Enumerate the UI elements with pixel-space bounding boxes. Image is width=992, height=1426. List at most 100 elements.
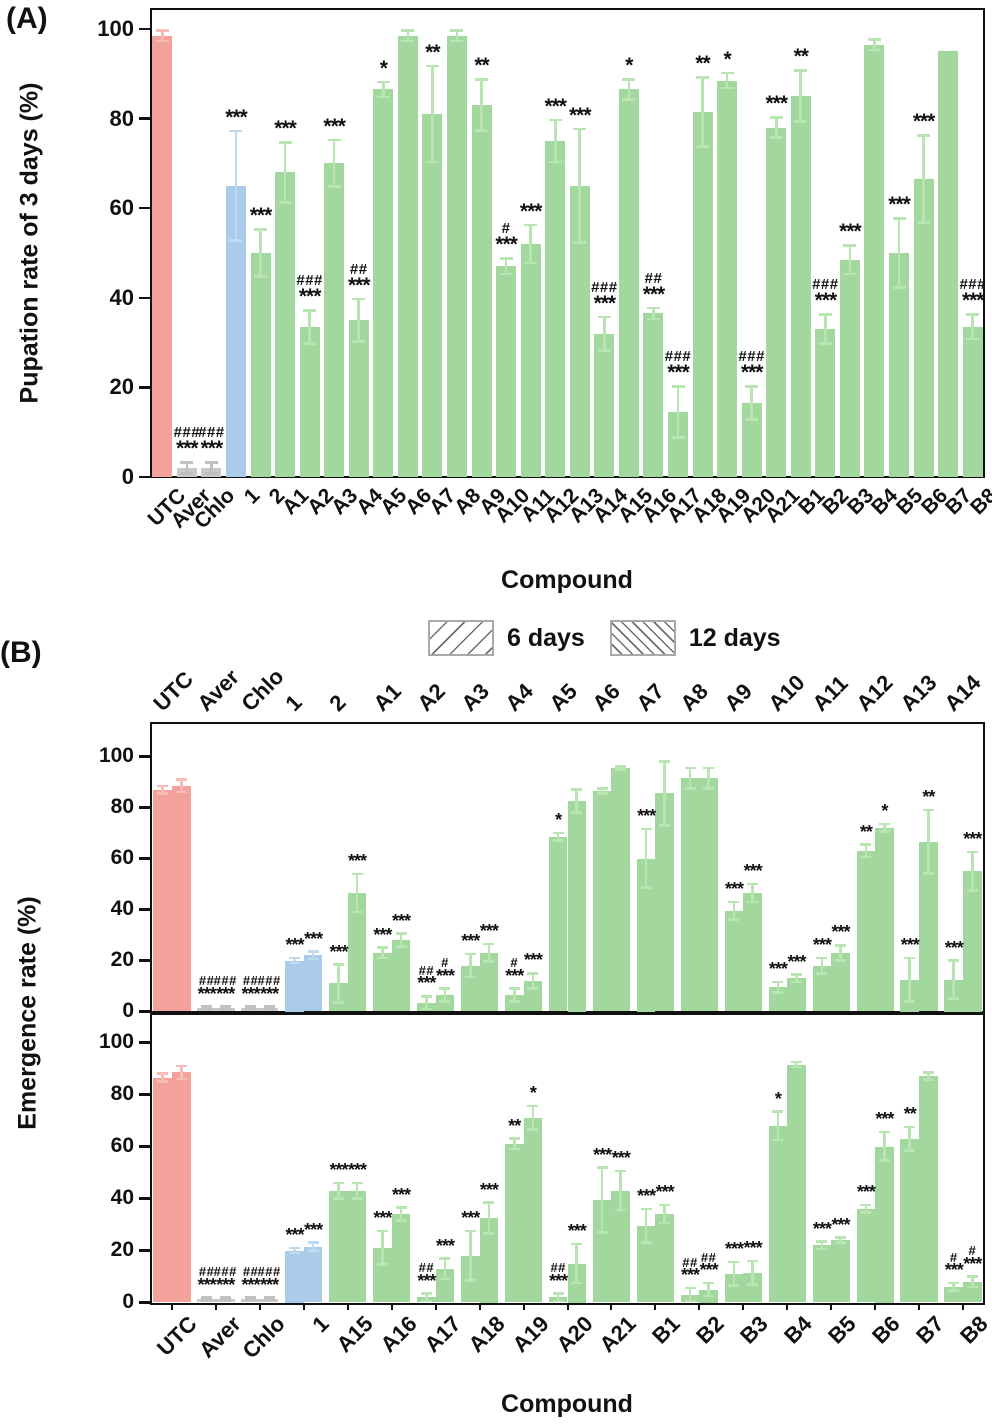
error-bar-part	[644, 827, 648, 890]
error-bar-part	[794, 120, 808, 124]
error-bar-part	[468, 1229, 472, 1282]
error-bar-part	[659, 824, 671, 827]
error-bar-part	[966, 337, 980, 341]
error-bar-part	[443, 987, 447, 1003]
asterisk-significance: ***	[274, 117, 297, 140]
error-bar-part	[922, 134, 925, 224]
significance-annotation: ## ***	[313, 261, 405, 296]
error-bar-part	[552, 1292, 564, 1295]
y-tick-mark	[139, 908, 150, 911]
panel-b-label: (B)	[0, 636, 42, 669]
hash-significance: ###	[198, 424, 225, 442]
error-bar-part	[843, 272, 857, 276]
error-bar	[499, 257, 513, 276]
error-bar-part	[917, 221, 931, 224]
error-bar-part	[966, 1285, 978, 1289]
error-bar-part	[839, 943, 842, 962]
y-tick-mark	[139, 117, 150, 120]
error-bar-part	[659, 760, 671, 763]
bar-a-B5	[889, 253, 910, 477]
error-bar	[772, 980, 784, 994]
error-bar-part	[671, 436, 685, 439]
error-bar-part	[376, 946, 388, 950]
significance-annotation: ***	[805, 923, 875, 941]
error-bar-part	[283, 141, 287, 204]
asterisk-significance: ***	[961, 289, 985, 313]
asterisk-significance: ***	[304, 1219, 323, 1240]
y-tick-mark	[139, 1041, 150, 1044]
error-bar-part	[751, 1259, 754, 1286]
significance-annotation: *	[498, 1083, 568, 1104]
y-tick-label: 0	[122, 998, 134, 1022]
x-tick-mark	[874, 1305, 877, 1310]
error-bar-part	[848, 244, 852, 276]
hash-significance: ###	[257, 1264, 281, 1279]
y-tick-label: 80	[110, 794, 134, 818]
error-bar-part	[524, 223, 538, 227]
x-tick-mark	[302, 1305, 305, 1310]
error-bar-part	[575, 1242, 579, 1285]
error-bar-part	[971, 313, 974, 341]
error-bar-part	[640, 827, 652, 831]
significance-annotation: ***	[878, 111, 970, 132]
asterisk-significance: **	[922, 787, 935, 808]
x-top-label-A6: A6	[587, 678, 626, 716]
error-bar-part	[475, 78, 489, 81]
significance-annotation: # ***	[937, 1244, 992, 1274]
error-bar-part	[480, 78, 483, 133]
y-tick-mark	[139, 1301, 150, 1304]
error-bar-part	[161, 1072, 164, 1083]
asterisk-significance: ***	[479, 921, 499, 942]
bar-a-B4	[864, 44, 885, 477]
asterisk-significance: ***	[963, 1253, 982, 1274]
asterisk-significance: ***	[260, 983, 279, 1004]
error-bar	[278, 141, 292, 204]
bar-bbot-A19-six	[504, 1143, 524, 1303]
error-bar-part	[307, 1241, 319, 1244]
bar-bbot-B3-six	[724, 1273, 744, 1303]
y-tick-mark	[139, 386, 150, 389]
asterisk-significance: ***	[329, 1160, 348, 1181]
error-bar-part	[772, 1138, 784, 1142]
error-bar	[794, 69, 808, 124]
significance-annotation: ***	[804, 221, 896, 242]
bar-a-B7	[938, 51, 959, 477]
significance-annotation: **	[755, 46, 847, 67]
error-bar-part	[904, 1149, 916, 1152]
asterisk-significance: ***	[417, 973, 436, 994]
error-bar-part	[180, 472, 194, 475]
error-bar-part	[646, 317, 660, 321]
error-bar-part	[622, 98, 636, 101]
asterisk-significance: ***	[197, 1274, 217, 1295]
asterisk-significance: ***	[461, 931, 480, 952]
error-bar-part	[834, 959, 846, 962]
asterisk-significance: *	[529, 1083, 537, 1104]
bar-btop-A13-twelve	[919, 841, 938, 1012]
error-bar-part	[619, 1169, 623, 1212]
bar-a-A5	[373, 89, 394, 477]
error-bar-part	[278, 141, 292, 144]
significance-annotation: ***	[303, 943, 373, 961]
error-bar-part	[527, 1104, 539, 1108]
significance-annotation: ***	[718, 1239, 788, 1257]
asterisk-significance: *	[723, 47, 732, 71]
bar-bbot-UTC-twelve	[171, 1072, 191, 1303]
error-bar-part	[596, 787, 608, 790]
error-bar	[439, 987, 451, 1003]
error-bar-part	[663, 1203, 666, 1225]
asterisk-significance: ***	[814, 289, 838, 313]
asterisk-significance: ***	[567, 1221, 587, 1242]
error-bar-part	[157, 784, 169, 788]
error-bar-part	[791, 1065, 803, 1069]
error-bar-part	[425, 64, 439, 68]
error-bar-part	[160, 29, 164, 43]
error-bar-part	[747, 882, 759, 886]
error-bar-part	[524, 261, 538, 265]
error-bar	[791, 973, 803, 984]
asterisk-significance: ***	[435, 965, 455, 986]
bar-bbot-A15-six	[329, 1190, 348, 1303]
error-bar-part	[728, 1260, 740, 1264]
bar-btop-A9-twelve	[743, 892, 762, 1012]
error-bar-part	[431, 64, 434, 164]
error-bar-part	[508, 987, 520, 990]
